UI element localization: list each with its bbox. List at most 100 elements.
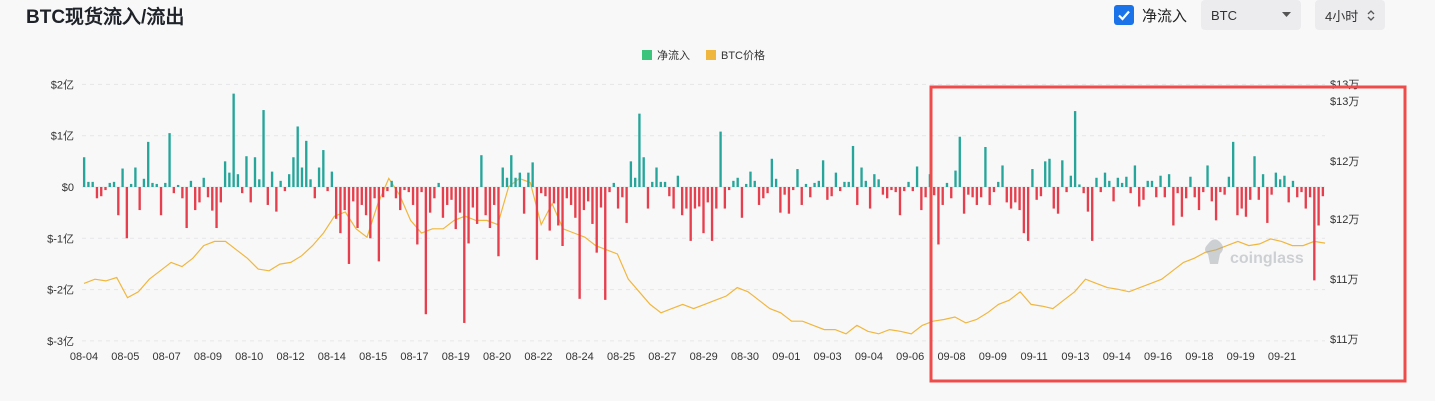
- net-flow-bar: [309, 179, 312, 187]
- net-flow-bar: [770, 158, 774, 187]
- x-tick-label: 08-10: [235, 351, 263, 363]
- net-flow-bar: [223, 161, 227, 187]
- net-flow-bar: [322, 150, 325, 187]
- net-flow-bar: [522, 187, 526, 214]
- net-flow-bar: [249, 187, 252, 203]
- net-flow-bar: [510, 155, 513, 187]
- net-flow-bar: [164, 182, 167, 187]
- x-tick-label: 08-27: [648, 351, 676, 363]
- net-flow-bar: [604, 187, 607, 300]
- net-flow-bar: [787, 187, 791, 214]
- page-title: BTC现货流入/流出: [26, 7, 185, 28]
- net-flow-bar: [91, 181, 94, 187]
- net-flow-bar: [873, 174, 876, 187]
- net-flow-bar: [390, 180, 393, 187]
- net-flow-bar: [706, 187, 709, 203]
- net-flow-bar: [411, 187, 415, 205]
- net-flow-bar: [1112, 187, 1115, 202]
- y-left-tick: $2亿: [51, 78, 74, 91]
- net-flow-bar: [1095, 177, 1098, 187]
- net-flow-bar: [715, 187, 718, 209]
- net-flow-bar: [698, 187, 701, 207]
- net-flow-bar: [147, 141, 150, 187]
- net-flow-bar: [1056, 187, 1060, 214]
- x-tick-label: 08-19: [442, 351, 470, 363]
- net-flow-bar: [1129, 187, 1132, 194]
- net-flow-bar: [685, 187, 688, 209]
- coin-select[interactable]: BTC: [1201, 0, 1301, 30]
- net-flow-bar: [112, 181, 116, 187]
- net-flow-bar: [1031, 169, 1034, 187]
- net-flow-bar: [1120, 182, 1124, 187]
- net-flow-bar: [1048, 158, 1051, 187]
- net-flow-bar: [347, 187, 351, 264]
- net-flow-bar: [903, 187, 906, 192]
- net-flow-bar: [1044, 161, 1047, 187]
- net-flow-bar: [104, 187, 107, 191]
- x-tick-label: 08-22: [524, 351, 552, 363]
- net-flow-bar: [587, 187, 590, 202]
- net-flow-bar: [262, 110, 265, 187]
- net-flow-bar: [1253, 156, 1256, 187]
- net-flow-bar: [655, 167, 658, 187]
- net-flow-bar: [394, 187, 398, 199]
- net-flow-bar: [266, 187, 269, 205]
- net-flow-bar: [843, 181, 846, 187]
- net-flow-bar: [155, 183, 158, 187]
- net-flow-bar: [736, 177, 739, 187]
- net-flow-bar: [381, 187, 385, 198]
- interval-select[interactable]: 4小时: [1315, 0, 1385, 30]
- net-flow-bar: [527, 172, 530, 187]
- net-flow-bar: [1039, 187, 1043, 197]
- net-flow-bar: [87, 181, 90, 187]
- net-flow-bar: [334, 187, 338, 219]
- check-icon[interactable]: [1113, 5, 1134, 25]
- net-flow-bar: [804, 183, 808, 187]
- x-tick-label: 09-01: [772, 351, 800, 363]
- net-flow-bar: [975, 187, 979, 205]
- net-flow-bar: [646, 187, 650, 209]
- net-flow-bar: [638, 113, 641, 187]
- net-flow-bar: [540, 187, 543, 194]
- net-flow-bar: [907, 181, 910, 187]
- net-flow-bar: [1197, 187, 1201, 211]
- net-flow-bar: [407, 187, 410, 193]
- net-flow-bar: [1065, 187, 1068, 193]
- net-flow-bar: [117, 187, 120, 216]
- net-flow-bar: [578, 187, 581, 299]
- y-right-tick: $12万: [1330, 214, 1359, 226]
- net-flow-bar: [1001, 165, 1004, 187]
- net-flow-bar: [561, 187, 564, 246]
- net-flow-bar: [518, 172, 521, 187]
- net-flow-bar: [582, 187, 586, 211]
- net-flow-bar: [1313, 187, 1316, 281]
- net-flow-bar: [202, 177, 205, 187]
- legend-label-btc-price: BTC价格: [721, 48, 765, 62]
- net-flow-bar: [1244, 187, 1248, 217]
- y-right-tick: $11万: [1330, 274, 1359, 286]
- net-flow-bar: [1180, 187, 1184, 217]
- net-flow-bar: [129, 183, 133, 187]
- y-left-tick: $-1亿: [47, 232, 74, 245]
- net-flow-bar: [471, 187, 475, 208]
- x-tick-label: 09-09: [979, 351, 1007, 363]
- net-flow-bar: [1274, 172, 1278, 187]
- net-flow-bar: [557, 187, 560, 226]
- net-flow-bar: [446, 187, 449, 205]
- net-flow-bar: [241, 187, 244, 194]
- net-flow-bar: [501, 167, 504, 187]
- net-flow-bar: [629, 161, 633, 187]
- net-flow-bar: [595, 187, 598, 253]
- net-flow-bar: [1231, 141, 1235, 187]
- net-flow-bar: [1086, 187, 1090, 212]
- net-flow-bar: [621, 187, 624, 198]
- interval-select-value: 4小时: [1325, 8, 1359, 24]
- net-flow-bar: [911, 187, 914, 192]
- net-flow-bar: [1155, 187, 1158, 198]
- net-flow-bar: [505, 177, 509, 187]
- net-flow-bar: [313, 187, 316, 199]
- net-flow-bar: [924, 187, 927, 198]
- net-flow-bar: [1172, 187, 1175, 226]
- net-inflow-toggle[interactable]: 净流入: [1113, 5, 1187, 26]
- x-tick-label: 08-14: [318, 351, 346, 363]
